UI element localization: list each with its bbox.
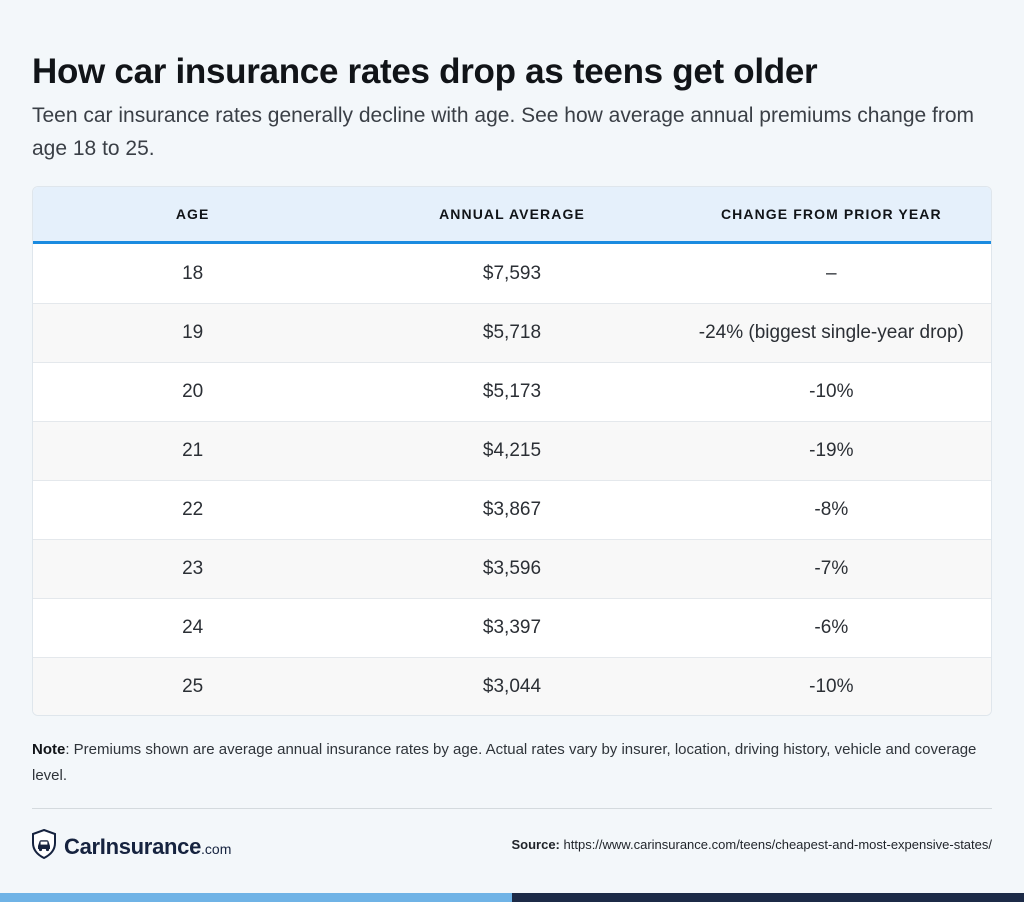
source-label: Source: <box>511 837 560 852</box>
note-label: Note <box>32 741 66 758</box>
carinsurance-logo[interactable]: CarInsurance.com <box>32 828 231 864</box>
table-row: 21 $4,215 -19% <box>33 421 991 480</box>
table-row: 23 $3,596 -7% <box>33 539 991 598</box>
table-row: 22 $3,867 -8% <box>33 480 991 539</box>
note-text: : Premiums shown are average annual insu… <box>32 741 977 784</box>
table-body: 18 $7,593 – 19 $5,718 -24% (biggest sing… <box>33 244 991 715</box>
change-cell: -24% (biggest single-year drop) <box>698 322 964 343</box>
table-row: 24 $3,397 -6% <box>33 598 991 657</box>
change-cell: -19% <box>809 440 854 461</box>
age-cell: 24 <box>182 617 204 638</box>
header-annual-average: ANNUAL AVERAGE <box>439 206 585 222</box>
change-cell: -10% <box>809 676 854 697</box>
logo-suffix: .com <box>201 840 232 857</box>
age-cell: 22 <box>182 499 204 520</box>
annual-average-cell: $5,173 <box>482 381 542 402</box>
shield-car-icon <box>32 828 56 864</box>
table-row: 25 $3,044 -10% <box>33 657 991 715</box>
change-cell: – <box>826 262 837 284</box>
age-cell: 25 <box>182 676 204 697</box>
age-cell: 18 <box>182 262 204 284</box>
change-cell: -8% <box>814 499 849 520</box>
annual-average-cell: $4,215 <box>482 440 542 461</box>
footer-divider <box>32 808 992 809</box>
age-cell: 20 <box>182 381 204 402</box>
annual-average-cell: $7,593 <box>482 262 542 284</box>
table-row: 20 $5,173 -10% <box>33 362 991 421</box>
logo-wordmark: CarInsurance.com <box>64 834 231 860</box>
header-age: AGE <box>175 206 210 222</box>
footer-accent-bar-dark <box>512 893 1024 902</box>
annual-average-cell: $3,596 <box>482 558 542 579</box>
annual-average-cell: $3,044 <box>482 676 542 697</box>
table-row: 18 $7,593 – <box>33 244 991 303</box>
source-line: Source: https://www.carinsurance.com/tee… <box>511 837 992 852</box>
annual-average-cell: $5,718 <box>482 322 542 343</box>
change-cell: -7% <box>814 558 849 579</box>
annual-average-cell: $3,867 <box>482 499 542 520</box>
page-subtitle: Teen car insurance rates generally decli… <box>32 104 975 160</box>
table-row: 19 $5,718 -24% (biggest single-year drop… <box>33 303 991 362</box>
age-cell: 23 <box>182 558 204 579</box>
age-cell: 21 <box>182 440 204 461</box>
footnote: Note: Premiums shown are average annual … <box>32 737 992 789</box>
age-cell: 19 <box>182 322 204 343</box>
annual-average-cell: $3,397 <box>482 617 542 638</box>
change-cell: -6% <box>814 617 849 638</box>
rates-table: AGE ANNUAL AVERAGE CHANGE FROM PRIOR YEA… <box>32 186 992 716</box>
source-link[interactable]: https://www.carinsurance.com/teens/cheap… <box>563 837 992 852</box>
change-cell: -10% <box>809 381 854 402</box>
table-header: AGE ANNUAL AVERAGE CHANGE FROM PRIOR YEA… <box>33 187 991 244</box>
header-change: CHANGE FROM PRIOR YEAR <box>720 206 942 222</box>
logo-name: CarInsurance <box>64 833 202 859</box>
page-title: How car insurance rates drop as teens ge… <box>32 52 818 91</box>
footer-accent-bar-light <box>0 893 512 902</box>
